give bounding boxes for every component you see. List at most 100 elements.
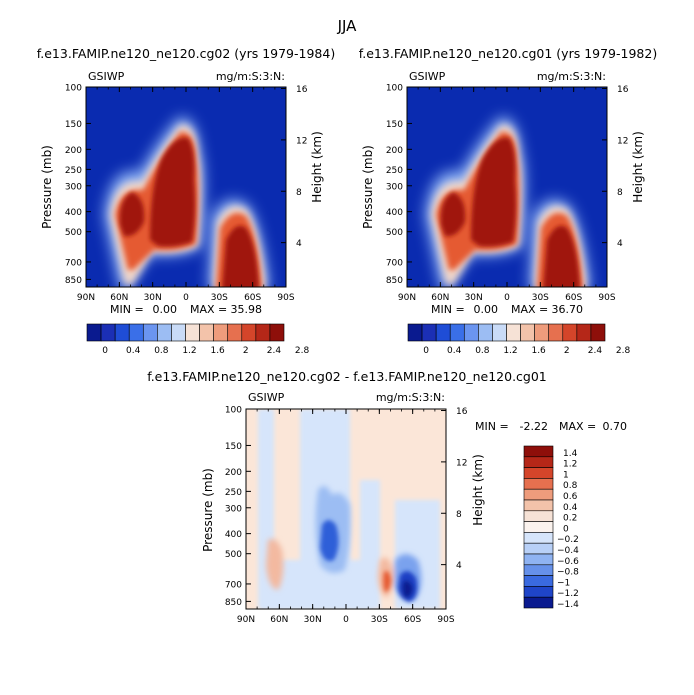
colorbar-label: 0.4 [563,503,578,513]
colorbar-swatch [548,323,564,342]
ytick-label: 700 [225,580,242,590]
colorbar-label: 1.2 [182,346,196,356]
colorbar-swatch [523,510,554,522]
colorbar-swatch [241,323,257,342]
colorbar-swatch [534,323,550,342]
panel-3-ylabel: Pressure (mb) [201,468,215,552]
colorbar-swatch [523,553,554,566]
colorbar-label: 1 [563,470,569,480]
panel-3-contour-field [246,409,446,609]
colorbar-label: 2 [243,346,249,356]
colorbar-swatch [523,467,554,479]
y2tick-label: 8 [617,188,623,198]
panel-1-max-label: MAX = [190,303,227,316]
ytick-label: 400 [225,530,242,540]
xtick-label: 30S [211,293,228,303]
colorbar-label: −1.2 [557,589,579,599]
xtick-label: 0 [183,293,189,303]
y2tick-label: 12 [617,136,628,146]
ytick-label: 850 [225,598,242,608]
colorbar-swatch [523,478,554,490]
ytick-label: 300 [225,504,242,514]
colorbar-swatch [576,323,592,342]
ytick-label: 850 [65,276,82,286]
panel-2-title: f.e13.FAMIP.ne120_ne120.cg01 (yrs 1979-1… [359,46,657,61]
xtick-label: 60S [244,293,261,303]
panel-1-min-value: 0.00 [153,303,178,316]
panel-3-xticks: 90N 60N 30N 0 30S 60S 90S 100 150 200 250 300 400 500… [225,406,468,626]
colorbar-label: 2.4 [588,346,603,356]
colorbar-swatch [523,542,554,555]
colorbar-label: 2.4 [267,346,282,356]
colorbar-swatch [449,323,465,342]
colorbar-label: 1.6 [531,346,546,356]
panel-2-max-label: MAX = [511,303,548,316]
y2tick-label: 16 [456,407,468,417]
colorbar-swatch [100,323,116,342]
ytick-label: 400 [386,208,403,218]
panel-2-contour-field [407,87,607,287]
xtick-label: 90N [77,293,95,303]
ytick-label: 400 [65,208,82,218]
colorbar-swatch [523,499,554,512]
y2tick-label: 4 [296,239,302,249]
panel-1-contour-field [86,87,286,287]
panel-1-ylabel: Pressure (mb) [40,145,54,229]
colorbar-swatch [492,323,507,342]
colorbar-swatch [421,323,437,342]
colorbar-swatch [157,323,172,342]
panel-1-min-label: MIN = [110,303,144,316]
colorbar-swatch [142,323,158,342]
colorbar-label: 2.8 [295,346,310,356]
ytick-label: 700 [65,258,82,268]
panel-2-xticks: 90N 60N 30N 0 30S 60S 90S 100 150 200 250 300 400 500… [386,84,629,304]
colorbar-label: 0 [563,524,569,534]
y2tick-label: 12 [296,136,307,146]
colorbar-swatch [86,323,102,342]
colorbar-swatch [506,323,521,342]
y2tick-label: 16 [296,85,308,95]
xtick-label: 30S [371,615,388,625]
xtick-label: 30N [465,293,483,303]
ytick-label: 250 [65,166,82,176]
colorbar-swatch [478,323,493,342]
panel-1: f.e13.FAMIP.ne120_ne120.cg02 (yrs 1979-1… [37,46,335,316]
colorbar-swatch [171,323,186,342]
ytick-label: 150 [225,442,242,452]
xtick-label: 90S [598,293,615,303]
xtick-label: 90N [237,615,255,625]
colorbar-swatch [523,456,554,468]
panel-1-left-label: GSIWP [88,70,125,83]
ytick-label: 100 [225,406,242,416]
colorbar-swatch [199,323,214,342]
panel-1-right-label: mg/m:S:3:N: [216,70,285,83]
xtick-label: 90S [437,615,454,625]
ytick-label: 300 [386,182,403,192]
ytick-label: 250 [386,166,403,176]
colorbar-label: 0.8 [563,481,578,491]
panel-1-y2label: Height (km) [310,131,324,202]
ytick-label: 200 [225,468,242,478]
colorbar-swatch [407,323,423,342]
xtick-label: 30N [144,293,162,303]
ytick-label: 300 [65,182,82,192]
panel-3-min-value: -2.22 [520,420,548,433]
colorbar-label: −0.2 [557,535,579,545]
colorbar-swatch [523,445,554,458]
colorbar-swatch [523,521,554,533]
panel-2-y2label: Height (km) [631,131,645,202]
colorbar-label: 0.2 [563,514,577,524]
ytick-label: 200 [65,146,82,156]
colorbar-swatch [227,323,243,342]
colorbar-swatch [523,586,554,598]
colorbar-label: 2 [564,346,570,356]
ytick-label: 150 [65,120,82,130]
colorbar-swatch [269,323,285,342]
colorbar-label: −0.6 [557,557,579,567]
panel-3-left-label: GSIWP [248,391,285,404]
colorbar-label: 0.4 [447,346,462,356]
colorbar-swatch [255,323,271,342]
colorbar-swatch [562,323,578,342]
xtick-label: 0 [343,615,349,625]
colorbar-label: −0.4 [557,546,579,556]
